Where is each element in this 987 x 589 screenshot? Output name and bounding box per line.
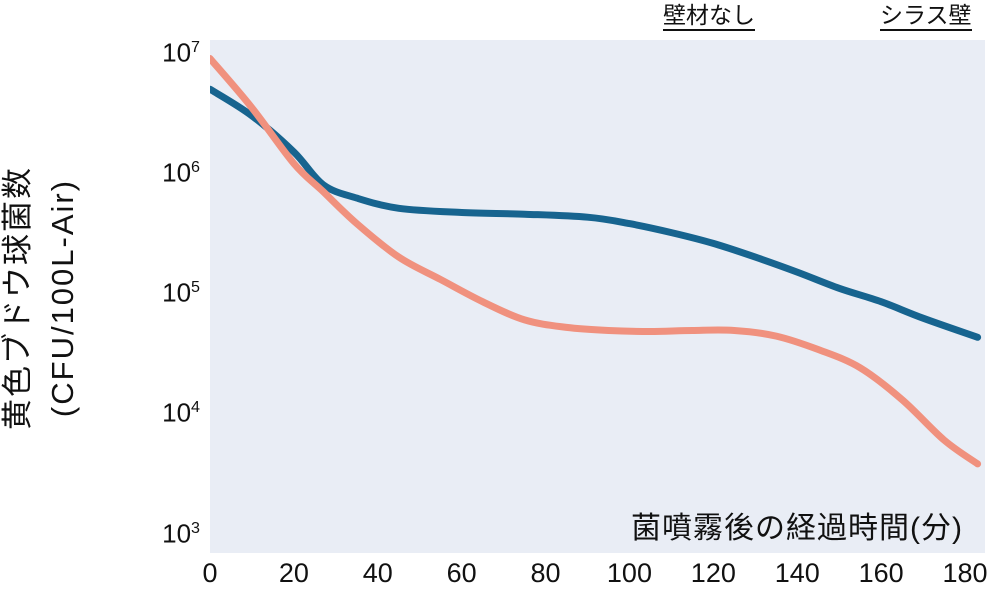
y-tick-label: 105 bbox=[162, 277, 200, 308]
y-tick-label: 103 bbox=[162, 518, 200, 548]
legend-label-shirasu-wall: シラス壁 bbox=[880, 2, 972, 32]
y-tick-label: 107 bbox=[162, 37, 200, 68]
x-tick-label: 140 bbox=[774, 558, 820, 588]
x-tick-label: 0 bbox=[202, 558, 218, 588]
x-tick-label: 100 bbox=[606, 558, 652, 588]
y-axis-title-line1: 黄色ブドウ球菌数 bbox=[0, 166, 36, 430]
y-tick-label: 106 bbox=[162, 157, 200, 188]
x-tick-label: 60 bbox=[446, 558, 477, 588]
x-tick-label: 40 bbox=[362, 558, 393, 588]
y-tick-label: 104 bbox=[162, 397, 200, 428]
x-tick-label: 20 bbox=[278, 558, 309, 588]
x-tick-label: 180 bbox=[942, 558, 987, 588]
plot-area bbox=[210, 40, 985, 553]
y-axis-title: 黄色ブドウ球菌数 (CFU/100L-Air) bbox=[0, 166, 86, 430]
legend-label-no-wall: 壁材なし bbox=[663, 2, 755, 32]
y-axis-title-line2: (CFU/100L-Air) bbox=[45, 178, 80, 418]
x-tick-label: 120 bbox=[690, 558, 736, 588]
x-axis-title: 菌噴霧後の経過時間(分) bbox=[631, 512, 963, 545]
x-tick-label: 80 bbox=[530, 558, 561, 588]
x-tick-label: 160 bbox=[858, 558, 904, 588]
